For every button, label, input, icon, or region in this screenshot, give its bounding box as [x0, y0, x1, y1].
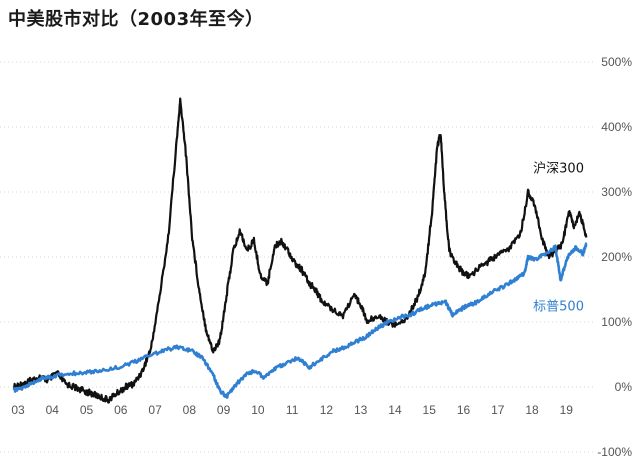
- x-tick-label: 14: [388, 403, 402, 417]
- x-tick-label: 11: [286, 403, 299, 417]
- x-tick-label: 10: [251, 403, 265, 417]
- y-tick-label: 500%: [601, 55, 632, 69]
- x-tick-label: 06: [114, 403, 128, 417]
- x-tick-label: 18: [525, 403, 539, 417]
- x-tick-label: 09: [217, 403, 231, 417]
- y-tick-label: -100%: [597, 445, 632, 459]
- series-label-sp500: 标普500: [533, 299, 584, 314]
- x-tick-label: 15: [423, 403, 437, 417]
- x-tick-label: 05: [80, 403, 94, 417]
- y-tick-label: 200%: [601, 250, 632, 264]
- y-axis-tick-labels: 500% 400% 300% 200% 100% 0% -100%: [597, 55, 632, 459]
- y-tick-label: 100%: [601, 315, 632, 329]
- x-tick-label: 19: [560, 403, 574, 417]
- series-label-csi300: 沪深300: [533, 161, 584, 177]
- x-tick-label: 16: [457, 403, 471, 417]
- y-tick-label: 0%: [615, 380, 633, 394]
- x-tick-label: 04: [46, 403, 60, 417]
- series-line-sp500: [12, 242, 588, 399]
- x-tick-label: 03: [11, 403, 25, 417]
- series-lines: [12, 97, 588, 404]
- series-annotations: 沪深300 标普500: [533, 161, 584, 315]
- chart-title: 中美股市对比（2003年至今）: [8, 9, 264, 30]
- y-tick-label: 300%: [601, 185, 632, 199]
- y-tick-label: 400%: [601, 120, 632, 134]
- x-tick-label: 13: [354, 403, 368, 417]
- x-tick-label: 12: [320, 403, 334, 417]
- x-axis-tick-labels: 03 04 05 06 07 08 09 10 11 12 13 14 15 16 17 18 19: [11, 403, 573, 417]
- x-tick-label: 08: [183, 403, 197, 417]
- x-tick-label: 07: [148, 403, 162, 417]
- x-tick-label: 17: [491, 403, 505, 417]
- series-line-csi300: [12, 97, 588, 404]
